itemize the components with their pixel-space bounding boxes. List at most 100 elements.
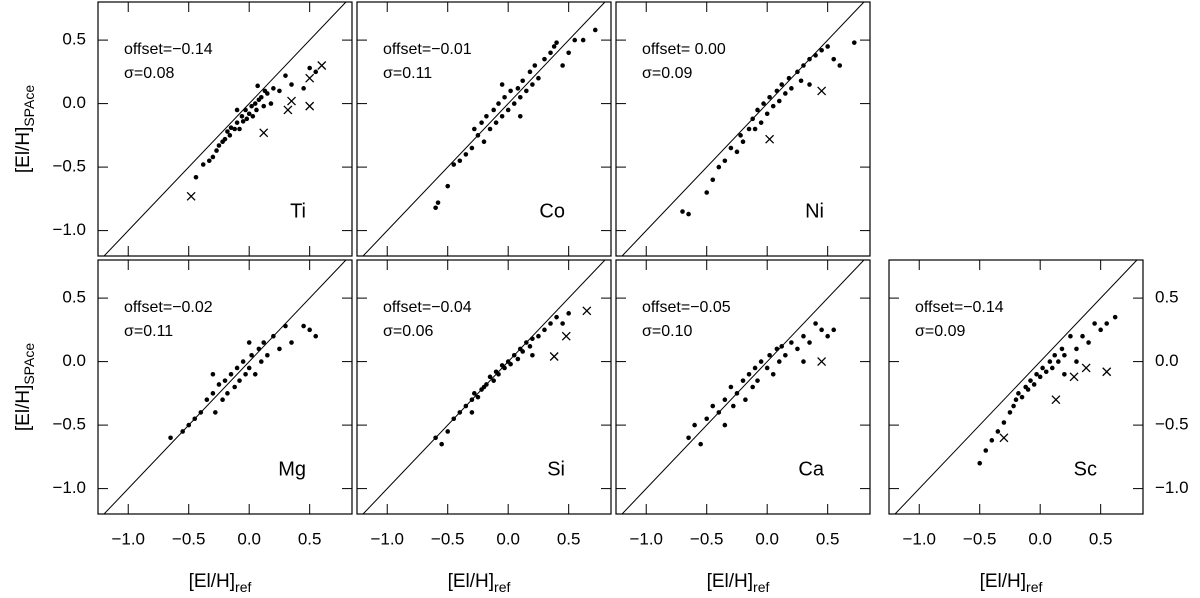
sigma-annotation: σ=0.06 bbox=[383, 323, 433, 340]
data-point bbox=[1040, 365, 1045, 371]
data-point bbox=[502, 365, 507, 371]
sigma-annotation: σ=0.10 bbox=[642, 323, 692, 340]
data-point bbox=[234, 120, 240, 125]
data-point bbox=[1104, 321, 1110, 326]
data-point bbox=[1043, 369, 1049, 375]
data-point bbox=[1062, 372, 1067, 377]
data-point bbox=[515, 86, 521, 91]
data-point bbox=[779, 344, 785, 349]
data-point bbox=[530, 336, 535, 342]
data-point bbox=[580, 37, 586, 43]
axis-label-main: [El/H] bbox=[13, 127, 34, 173]
panel-frame bbox=[97, 1, 353, 257]
flagged-point bbox=[317, 61, 327, 70]
data-point bbox=[837, 63, 843, 68]
data-point bbox=[496, 372, 501, 377]
panel: −1.0 −0.5 0.0 0.5 −1.0 −0.5 0.0 0.5 offset=−0.14… bbox=[888, 259, 1189, 548]
data-point bbox=[1056, 359, 1061, 364]
data-point bbox=[225, 129, 230, 134]
y-tick-label: −0.5 bbox=[1155, 415, 1189, 434]
data-point bbox=[764, 111, 770, 117]
data-point bbox=[686, 211, 691, 217]
flagged-point bbox=[765, 134, 775, 144]
offset-annotation: offset=−0.05 bbox=[642, 299, 731, 316]
data-point bbox=[204, 397, 210, 403]
data-point bbox=[801, 333, 806, 339]
data-point bbox=[234, 365, 240, 371]
axis-label-sub: ref bbox=[753, 579, 769, 595]
data-point bbox=[995, 429, 1001, 434]
one-to-one-line bbox=[621, 1, 865, 257]
data-point bbox=[289, 340, 294, 345]
data-point bbox=[445, 429, 451, 434]
data-point bbox=[698, 441, 703, 447]
data-point bbox=[1049, 365, 1055, 371]
data-point bbox=[493, 120, 499, 125]
data-point bbox=[232, 384, 237, 390]
data-point bbox=[487, 126, 493, 132]
data-point bbox=[755, 107, 760, 113]
data-point bbox=[776, 98, 782, 104]
panel-frame bbox=[615, 1, 871, 257]
data-point bbox=[475, 394, 481, 400]
data-point bbox=[722, 397, 728, 403]
x-tick-label: 0.0 bbox=[755, 529, 779, 548]
x-tick-label: −1.0 bbox=[629, 529, 663, 548]
data-point bbox=[499, 114, 505, 119]
data-point bbox=[728, 384, 734, 390]
data-point bbox=[256, 346, 262, 352]
flagged-point bbox=[999, 433, 1009, 443]
x-tick-label: −1.0 bbox=[370, 529, 404, 548]
data-point bbox=[783, 91, 788, 96]
data-point bbox=[786, 75, 792, 81]
data-point bbox=[307, 65, 312, 71]
y-tick-label: 0.5 bbox=[62, 30, 86, 49]
sigma-annotation: σ=0.11 bbox=[383, 65, 432, 82]
data-point bbox=[517, 94, 523, 100]
data-point bbox=[755, 378, 760, 383]
data-point bbox=[743, 397, 748, 403]
data-point bbox=[770, 372, 776, 377]
data-point bbox=[475, 133, 481, 138]
data-point bbox=[283, 73, 288, 78]
x-tick-label: 0.5 bbox=[1089, 529, 1113, 548]
data-point bbox=[831, 56, 837, 62]
data-point bbox=[692, 422, 697, 428]
flagged-point bbox=[283, 105, 293, 115]
panel-frame bbox=[356, 1, 612, 257]
data-point bbox=[1112, 314, 1118, 320]
data-point bbox=[222, 136, 228, 142]
offset-annotation: offset= 0.00 bbox=[642, 41, 726, 58]
axis-label-main: [El/H] bbox=[707, 571, 753, 592]
data-point bbox=[192, 416, 198, 422]
data-point bbox=[265, 91, 270, 96]
data-point bbox=[168, 435, 173, 441]
data-point bbox=[752, 126, 758, 132]
axis-label: [El/H]ref bbox=[448, 571, 511, 595]
data-point bbox=[758, 120, 764, 125]
data-point bbox=[716, 410, 722, 415]
panel: −1.0 −0.5 0.0 0.5 offset=−0.04 σ=0.06 Si bbox=[356, 259, 612, 548]
data-point bbox=[228, 125, 234, 131]
data-point bbox=[825, 333, 830, 339]
data-point bbox=[542, 56, 547, 62]
data-point bbox=[499, 82, 505, 87]
data-point bbox=[807, 82, 812, 87]
data-point bbox=[1016, 391, 1021, 396]
data-point bbox=[261, 103, 267, 109]
data-point bbox=[710, 177, 716, 183]
data-point bbox=[524, 88, 529, 94]
axis-label-sub: ref bbox=[494, 579, 510, 595]
data-point bbox=[289, 82, 294, 87]
axis-label-main: [El/H] bbox=[448, 571, 494, 592]
data-point bbox=[1007, 410, 1013, 415]
flagged-point bbox=[1102, 367, 1112, 377]
data-point bbox=[734, 391, 740, 396]
flagged-point bbox=[186, 191, 196, 201]
data-point bbox=[746, 372, 752, 377]
data-point bbox=[750, 116, 755, 122]
data-point bbox=[1037, 374, 1043, 380]
data-point bbox=[801, 63, 806, 68]
data-point bbox=[1068, 333, 1073, 339]
